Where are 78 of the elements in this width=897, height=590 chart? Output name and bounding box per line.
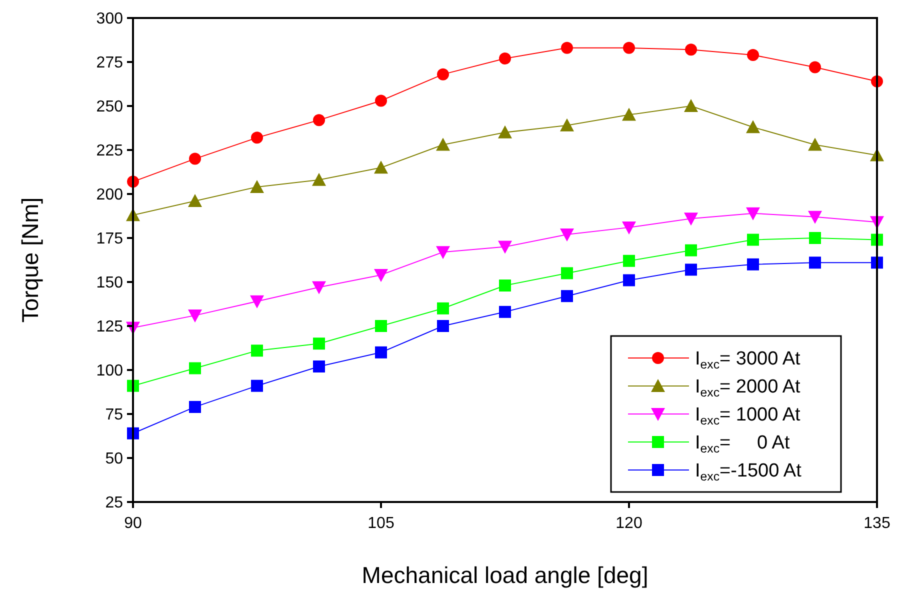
point [436,138,450,151]
legend-label: I$_{exc}$= 0 At [695,432,790,456]
y-tick-label: 250 [96,98,124,116]
point [498,125,512,138]
legend-label: I$_{exc}$= 3000 At [695,348,802,372]
point [250,295,264,308]
point [746,207,760,220]
point [436,246,450,260]
point [312,281,326,294]
point [251,132,263,144]
point [746,120,760,134]
point [561,290,573,302]
point [809,61,821,74]
point [809,256,821,269]
point [189,400,201,413]
point [622,221,636,234]
y-tick-label: 300 [96,10,124,28]
point [251,344,263,357]
point [250,180,264,193]
y-tick-label: 275 [96,54,124,72]
y-tick-label: 225 [96,142,124,160]
y-axis-title: Torque [Nm] [17,197,43,323]
point [437,68,449,80]
point [623,254,635,267]
point [313,114,325,126]
y-tick-label: 125 [96,318,124,336]
point [374,160,388,174]
point [622,108,636,121]
point [437,302,449,314]
point [623,274,635,286]
legend-label: I$_{exc}$= 2000 At [695,376,802,400]
legend-label: I$_{exc}$= 1000 At [695,404,802,428]
point [313,338,325,350]
point [437,320,449,332]
point [375,320,387,332]
point [808,210,822,224]
point [499,280,511,292]
point [684,212,698,226]
point [312,172,326,186]
point [498,240,512,254]
point [188,309,202,322]
point [188,194,202,208]
point [685,244,697,256]
point [747,258,759,270]
x-tick-label: 90 [124,515,142,532]
y-tick-label: 25 [105,494,124,512]
point [499,52,511,64]
y-tick-label: 75 [105,406,124,424]
point [685,44,697,56]
point [189,362,201,374]
x-tick-label: 135 [864,515,890,532]
point [561,42,573,54]
point [685,264,697,276]
legend-label: I$_{exc}$=-1500 At [695,460,802,484]
point [189,152,201,165]
y-tick-label: 150 [96,274,124,292]
point [560,228,574,242]
point [251,380,263,392]
point [560,118,574,132]
y-tick-label: 175 [96,230,124,248]
point [809,232,821,244]
y-tick-label: 100 [96,362,124,380]
y-tick-label: 200 [96,186,124,204]
x-axis-title: Mechanical load angle [deg] [362,562,648,588]
x-tick-label: 105 [368,515,394,532]
point [561,267,573,280]
point [808,138,822,151]
point [684,99,698,112]
point [375,346,387,358]
point [499,306,511,318]
point [375,94,387,107]
y-tick-label: 50 [105,450,124,468]
point [623,42,635,54]
point [374,268,388,282]
point [313,360,325,372]
point [747,234,759,246]
x-tick-label: 120 [616,515,642,532]
point [747,48,759,61]
